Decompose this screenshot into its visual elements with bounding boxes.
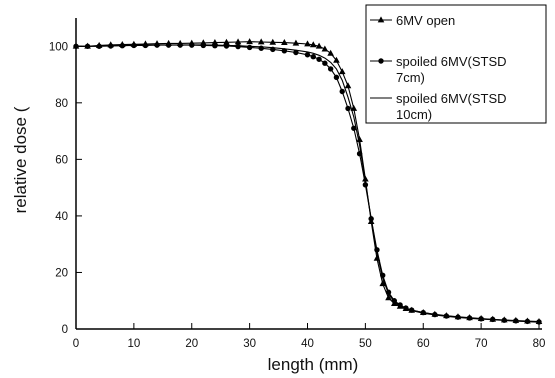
data-point — [246, 38, 253, 45]
data-point — [420, 309, 426, 316]
data-point — [310, 54, 316, 60]
data-point — [269, 38, 277, 45]
data-point — [315, 42, 323, 49]
data-point — [257, 38, 265, 45]
legend-label: 6MV open — [396, 13, 455, 28]
legend-label: spoiled 6MV(STSD — [396, 54, 507, 69]
data-point — [321, 45, 329, 52]
y-axis-label: relative dose ( — [11, 106, 30, 213]
legend-frame — [365, 4, 547, 124]
legend-swatch-marker — [377, 16, 385, 23]
data-point — [322, 60, 328, 66]
legend-entry: 6MV open — [370, 13, 455, 28]
x-axis-label: length (mm) — [268, 355, 359, 374]
y-tick-label: 80 — [55, 98, 68, 110]
data-point — [235, 43, 241, 50]
x-tick-label: 70 — [475, 338, 488, 350]
legend-label: 7cm) — [396, 70, 425, 85]
data-point — [333, 56, 340, 63]
data-point — [339, 88, 345, 95]
legend-swatch-marker — [378, 58, 384, 64]
plot-frame — [75, 18, 542, 330]
data-point — [385, 294, 392, 301]
y-tick-label: 60 — [55, 154, 68, 166]
series-line — [76, 44, 540, 323]
x-tick-label: 30 — [243, 338, 256, 350]
x-axis-ticks: 0 10 20 30 40 50 60 70 80 — [73, 323, 546, 350]
x-tick-label: 0 — [73, 338, 79, 350]
data-point — [304, 52, 311, 58]
data-point — [211, 38, 219, 45]
data-point — [316, 56, 322, 62]
data-point — [333, 74, 340, 81]
y-tick-label: 0 — [62, 324, 68, 336]
y-tick-label: 20 — [55, 267, 68, 279]
data-point — [246, 44, 253, 51]
y-tick-label: 40 — [55, 211, 68, 223]
data-point — [304, 40, 311, 47]
data-point — [345, 105, 351, 112]
data-point — [212, 43, 218, 49]
x-tick-label: 40 — [301, 338, 314, 350]
data-point — [351, 125, 357, 131]
data-point — [327, 49, 334, 56]
data-point — [281, 38, 288, 45]
x-tick-label: 10 — [127, 338, 140, 350]
data-point — [223, 38, 230, 45]
series-3 — [76, 44, 540, 323]
x-tick-label: 60 — [417, 338, 430, 350]
legend-label: spoiled 6MV(STSD — [396, 91, 507, 106]
data-point — [293, 49, 299, 56]
data-point — [223, 43, 230, 49]
x-tick-label: 80 — [533, 338, 546, 350]
data-point — [344, 82, 352, 89]
data-point — [350, 104, 358, 111]
x-tick-label: 50 — [359, 338, 372, 350]
x-tick-label: 20 — [185, 338, 198, 350]
data-point — [338, 68, 346, 75]
data-point — [356, 135, 363, 142]
data-point — [292, 39, 300, 46]
data-point — [327, 66, 334, 72]
y-tick-label: 100 — [49, 41, 68, 53]
series-layer — [72, 38, 543, 325]
data-point — [309, 41, 317, 48]
legend-label: 10cm) — [396, 107, 432, 122]
data-point — [379, 280, 387, 287]
data-point — [234, 38, 242, 45]
y-axis-ticks: 0 20 40 60 80 100 — [49, 41, 82, 336]
